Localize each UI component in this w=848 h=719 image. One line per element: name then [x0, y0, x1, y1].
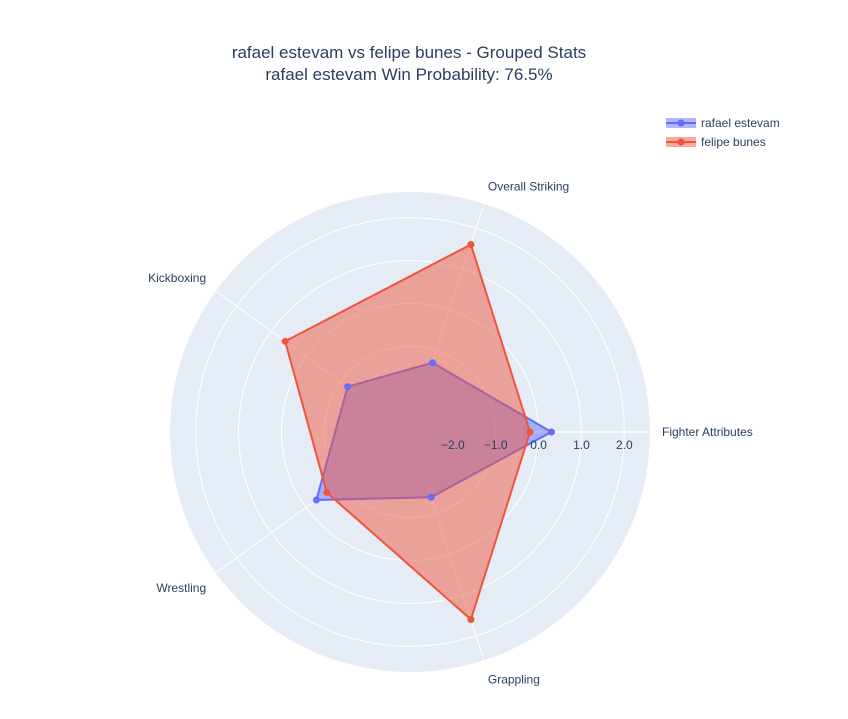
radial-tick-label: 1.0: [573, 438, 590, 452]
legend-item-0[interactable]: rafael estevam: [666, 116, 780, 130]
data-point-0-4: [427, 493, 435, 501]
category-label: Fighter Attributes: [662, 425, 753, 439]
data-point-0-2: [344, 383, 352, 391]
radial-tick-label: 0.0: [530, 438, 547, 452]
data-point-1-1: [467, 241, 475, 249]
legend[interactable]: rafael estevam felipe bunes: [666, 116, 780, 149]
series-area-1: [284, 243, 531, 621]
data-point-1-4: [467, 615, 475, 623]
chart-subtitle-line: rafael estevam Win Probability: 76.5%: [265, 65, 552, 84]
chart-title: rafael estevam vs felipe bunes - Grouped…: [232, 43, 586, 84]
category-label: Grappling: [488, 673, 540, 687]
category-label: Overall Striking: [488, 179, 569, 193]
polar-area: −2.0 −1.0 0.0 1.0 2.0 Fighter Attributes Overa…: [148, 179, 753, 686]
legend-label: rafael estevam: [701, 116, 780, 130]
radial-tick-label: −1.0: [484, 438, 508, 452]
data-point-0-0: [547, 428, 555, 436]
data-point-1-0: [526, 428, 534, 436]
category-label: Kickboxing: [148, 271, 206, 285]
data-point-0-3: [312, 496, 320, 504]
legend-label: felipe bunes: [701, 135, 766, 149]
legend-marker: [677, 119, 685, 127]
legend-item-1[interactable]: felipe bunes: [666, 135, 766, 149]
chart-title-line: rafael estevam vs felipe bunes - Grouped…: [232, 43, 586, 62]
radial-tick-label: 2.0: [616, 438, 633, 452]
legend-marker: [677, 138, 685, 146]
radial-tick-label: −2.0: [441, 438, 465, 452]
category-label: Wrestling: [156, 581, 206, 595]
data-point-1-2: [281, 337, 289, 345]
data-point-0-1: [429, 359, 437, 367]
data-point-1-3: [323, 488, 331, 496]
